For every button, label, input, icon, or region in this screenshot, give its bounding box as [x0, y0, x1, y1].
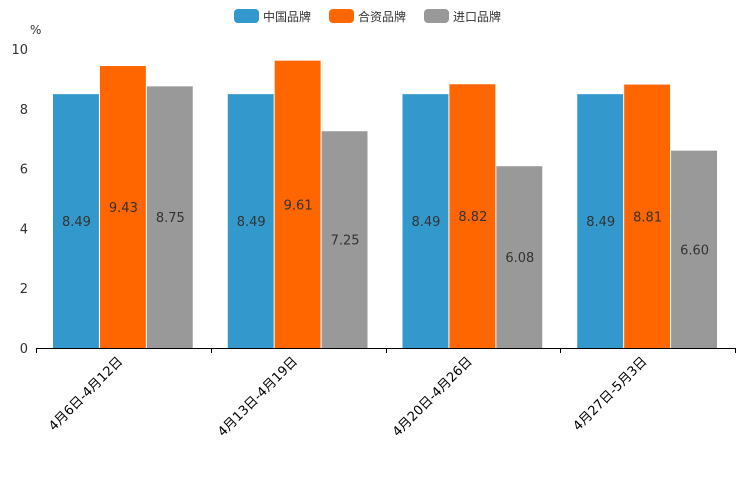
y-tick-label: 10: [11, 43, 28, 58]
bar: [449, 84, 496, 349]
bar: [274, 60, 321, 348]
y-tick-label: 6: [20, 163, 28, 178]
legend: 中国品牌 合资品牌 进口品牌: [234, 9, 501, 24]
x-axis: 4月6日-4月12日 4月13日-4月19日 4月20日-4月26日 4月27日-5月…: [36, 348, 736, 440]
bar: [53, 94, 99, 348]
data-label: 8.49: [62, 215, 91, 230]
legend-label[interactable]: 合资品牌: [358, 9, 406, 24]
data-label: 9.43: [109, 201, 138, 216]
bar: [496, 166, 543, 348]
data-label: 8.81: [633, 210, 662, 225]
bars: 8.49 8.49 8.49 8.49 9.43 9.61 8.82 8.81 8.75 7.25…: [53, 60, 717, 349]
bar: [99, 66, 146, 348]
y-tick-label: 4: [20, 222, 28, 237]
data-label: 8.49: [237, 215, 266, 230]
bar: [402, 94, 449, 348]
bar: [321, 131, 368, 348]
y-tick-label: 8: [20, 103, 28, 118]
y-axis: 0 2 4 6 8 10: [11, 43, 28, 357]
data-label: 6.08: [505, 251, 534, 266]
bar: [227, 94, 274, 348]
bar: [624, 84, 671, 349]
data-label: 8.75: [156, 211, 185, 226]
data-label: 7.25: [331, 234, 360, 249]
legend-swatch[interactable]: [329, 9, 354, 23]
x-tick-label: 4月27日-5月3日: [571, 354, 651, 434]
y-axis-unit-label: %: [30, 23, 41, 37]
legend-swatch[interactable]: [234, 9, 259, 23]
bar: [146, 86, 193, 348]
y-tick-label: 2: [20, 282, 28, 297]
data-label: 9.61: [284, 198, 313, 213]
legend-label[interactable]: 进口品牌: [453, 10, 501, 24]
data-label: 8.49: [586, 215, 615, 230]
legend-label[interactable]: 中国品牌: [263, 9, 311, 24]
data-label: 8.82: [458, 210, 487, 225]
y-tick-label: 0: [20, 342, 28, 357]
x-tick-label: 4月20日-4月26日: [390, 354, 476, 440]
x-tick-label: 4月13日-4月19日: [215, 354, 301, 440]
legend-swatch[interactable]: [424, 9, 449, 23]
bar: [671, 150, 717, 348]
data-label: 8.49: [411, 215, 440, 230]
x-tick-label: 4月6日-4月12日: [46, 354, 126, 434]
data-label: 6.60: [680, 243, 709, 258]
bar: [577, 94, 624, 348]
